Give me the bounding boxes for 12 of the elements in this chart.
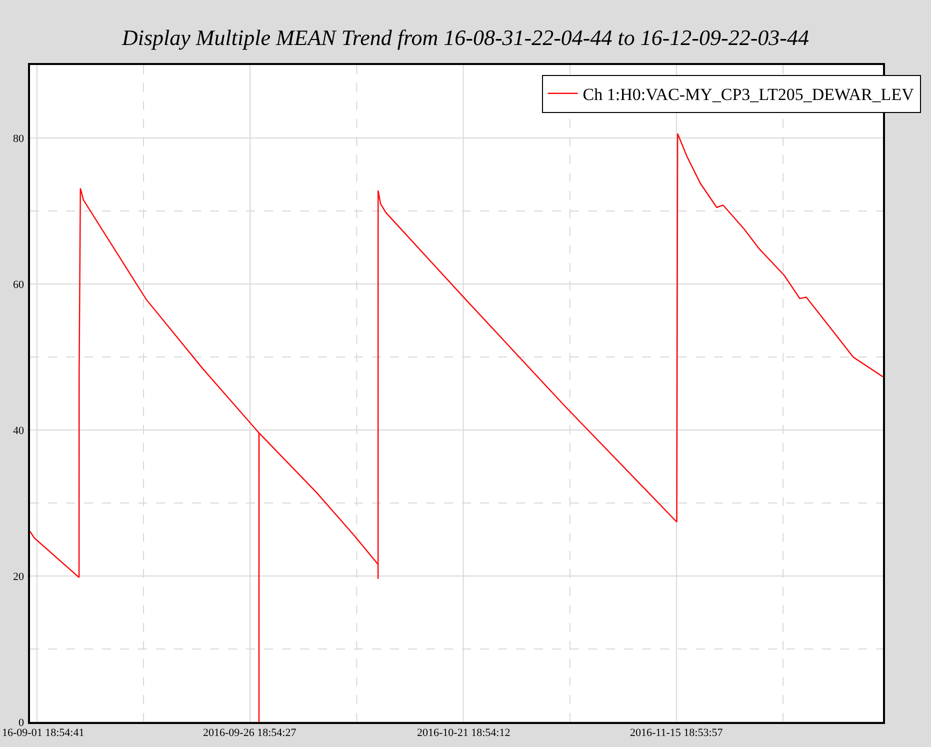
x-tick-label: 16-09-01 18:54:41 <box>2 727 84 739</box>
line-series <box>30 133 883 722</box>
y-tick-label: 0 <box>18 716 25 729</box>
legend-label: Ch 1:H0:VAC-MY_CP3_LT205_DEWAR_LEV <box>582 85 915 104</box>
y-tick-label: 60 <box>13 278 25 291</box>
y-tick-label: 80 <box>13 132 25 145</box>
y-tick-label: 20 <box>13 570 25 583</box>
x-tick-label: 2016-11-15 18:53:57 <box>630 727 724 739</box>
chart-title: Display Multiple MEAN Trend from 16-08-31-22-04-44 to 16-12-09-22-03-44 <box>120 25 810 50</box>
x-tick-label: 2016-09-26 18:54:27 <box>203 727 297 739</box>
y-tick-label: 40 <box>13 424 25 437</box>
x-tick-label: 2016-10-21 18:54:12 <box>417 727 510 739</box>
